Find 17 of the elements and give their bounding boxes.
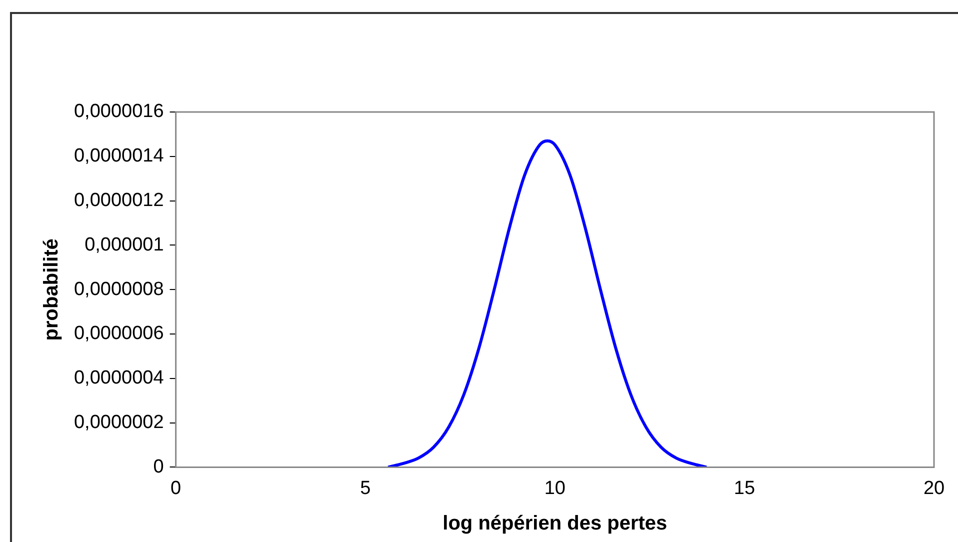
y-tick-label: 0,0000004 [74, 368, 164, 389]
x-axis-title: log népérien des pertes [442, 512, 668, 535]
y-tick-label: 0,0000006 [74, 323, 164, 344]
x-tick-label: 10 [544, 478, 566, 499]
y-tick-label: 0,0000014 [74, 146, 164, 167]
x-tick-label: 5 [360, 478, 371, 499]
x-tick-label: 15 [734, 478, 756, 499]
y-tick-label: 0,0000012 [74, 190, 164, 212]
y-tick-label: 0,0000008 [74, 278, 164, 300]
y-tick-label: 0,000001 [84, 234, 164, 256]
y-tick-label: 0,0000002 [74, 412, 164, 434]
line-series [386, 139, 708, 468]
x-tick-label: 20 [923, 478, 945, 499]
y-tick-label: 0,0000016 [74, 101, 164, 122]
y-axis-title: probabilité [40, 238, 63, 341]
y-tick-label: 0 [153, 456, 164, 478]
x-tick-label: 0 [170, 478, 182, 499]
